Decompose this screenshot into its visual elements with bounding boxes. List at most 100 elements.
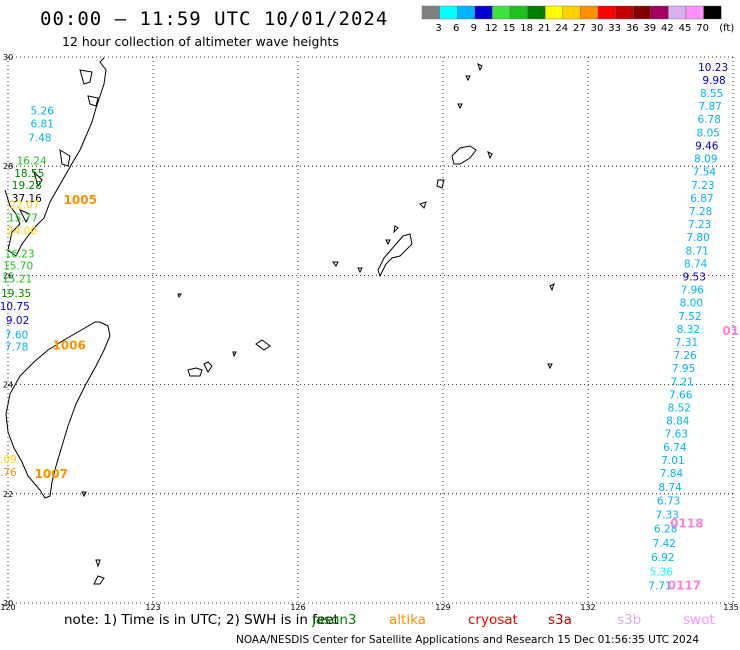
axis-tick-labels: 120 123 126 129 132 135 30 28 26 24 22 20	[0, 53, 738, 612]
color-scale-legend: 3 6 9 12 15 18 21 24 27 30 33 36 39 42 45 70 (ft)	[421, 5, 734, 34]
scale-tick-label: 18	[520, 23, 533, 34]
wave-height-value: 8.00	[680, 298, 703, 310]
wave-height-value: 6.92	[651, 552, 674, 564]
mission-label-s3b: s3b	[617, 612, 642, 628]
wave-height-value: 15.21	[2, 274, 32, 286]
scale-tick-label: 9	[471, 23, 477, 34]
page-subtitle: 12 hour collection of altimeter wave hei…	[62, 34, 339, 49]
wave-height-value: 8.74	[684, 258, 708, 270]
wave-height-value: 15.77	[8, 213, 38, 225]
scale-unit-label: (ft)	[719, 23, 734, 34]
coastlines	[4, 57, 555, 585]
longitude-tick-label: 123	[145, 603, 160, 612]
okinawa-coastline	[377, 233, 413, 278]
scale-swatch	[703, 5, 722, 20]
wave-height-value: 10.23	[698, 62, 728, 74]
scale-tick-label: 15	[503, 23, 516, 34]
wave-height-value: 19.28	[12, 180, 42, 192]
wave-height-value: 9.46	[695, 140, 719, 152]
wave-height-value: 7.96	[681, 285, 705, 297]
wave-height-value: 15.70	[3, 261, 33, 273]
scale-tick-label: 12	[485, 23, 498, 34]
mission-label-altika: altika	[389, 612, 426, 628]
scale-tick-label: 27	[573, 23, 586, 34]
wave-height-value: 24.00	[7, 226, 37, 238]
scale-tick-label: 6	[453, 23, 459, 34]
wave-height-value: 7.33	[655, 510, 678, 522]
longitude-tick-label: 135	[723, 603, 738, 612]
latitude-tick-label: 22	[3, 490, 13, 499]
wave-height-value: 9.53	[683, 271, 706, 283]
mission-label-cryosat: cryosat	[468, 612, 518, 628]
wave-height-value: 7.52	[678, 311, 701, 323]
latitude-tick-label: 28	[3, 162, 13, 171]
wave-height-value: 7.71	[648, 581, 671, 593]
wave-height-value: 7.21	[670, 376, 693, 388]
map-grid	[7, 56, 734, 604]
wave-height-value: 19.35	[1, 288, 31, 300]
longitude-tick-label: 132	[580, 603, 595, 612]
wave-height-value: 7.01	[661, 455, 684, 467]
credit-line: NOAA/NESDIS Center for Satellite Applica…	[236, 634, 700, 646]
wave-height-value: 7.23	[691, 180, 714, 192]
pass-time-label: 1005	[64, 193, 97, 207]
latitude-tick-label: 26	[3, 271, 13, 280]
taiwan-coastline	[5, 321, 111, 499]
wave-height-value: 7.84	[660, 468, 684, 480]
wave-height-value: 7.26	[673, 350, 697, 362]
wave-height-value: 7.54	[693, 167, 717, 179]
scale-tick-label: 33	[608, 23, 621, 34]
wave-height-value: 21.09	[0, 454, 17, 466]
wave-height-value: 7.66	[669, 389, 693, 401]
wave-height-value: 16.24	[17, 156, 47, 168]
scale-tick-label: 24	[555, 23, 568, 34]
pass-time-label: 1007	[35, 467, 68, 481]
wave-height-value: 5.36	[650, 566, 674, 578]
wave-height-value: 7.31	[675, 337, 698, 349]
wave-height-value: 8.74	[658, 482, 682, 494]
wave-height-value: 8.52	[668, 403, 691, 415]
wave-height-value: 7.48	[28, 132, 51, 144]
footnote: note: 1) Time is in UTC; 2) SWH is in fe…	[64, 612, 339, 628]
wave-height-value: 7.28	[689, 206, 712, 218]
wave-height-value: 8.32	[677, 324, 700, 336]
wave-height-value: 6.28	[654, 524, 677, 536]
wave-height-value: 6.81	[31, 119, 54, 131]
wave-height-value: 6.74	[663, 442, 687, 454]
pass-time-label: 1006	[52, 338, 85, 352]
wave-height-value: 7.87	[698, 101, 721, 113]
scale-tick-label: 36	[626, 23, 639, 34]
wave-height-value: 27.76	[0, 467, 17, 479]
wave-height-value: 9.98	[702, 75, 725, 87]
wave-height-value: 7.95	[672, 363, 695, 375]
page-title: 00:00 — 11:59 UTC 10/01/2024	[40, 8, 389, 30]
wave-height-value: 8.71	[685, 245, 708, 257]
wave-height-value: 18.55	[14, 168, 44, 180]
mission-label-swot: swot	[683, 612, 715, 628]
wave-height-value: 7.60	[5, 329, 28, 341]
amami-coastline	[451, 145, 493, 165]
wave-height-value: 10.75	[0, 301, 30, 313]
mission-label-s3a: s3a	[548, 612, 572, 628]
latitude-tick-label: 30	[3, 53, 13, 62]
mission-label-jason3: jason3	[312, 612, 357, 628]
longitude-tick-label: 126	[290, 603, 305, 612]
pass-time-label: 0118	[670, 516, 703, 530]
pass-time-label: 0119	[722, 324, 740, 338]
scale-tick-label: 30	[591, 23, 604, 34]
wave-height-value: 8.84	[666, 416, 690, 428]
latitude-tick-label: 20	[3, 599, 13, 608]
scale-tick-label: 39	[643, 23, 656, 34]
scale-tick-label: 70	[696, 23, 709, 34]
wave-height-value: 7.80	[686, 232, 709, 244]
wave-height-value: 7.78	[5, 341, 28, 353]
pass-time-label: 0117	[668, 579, 701, 593]
wave-height-value: 16.23	[5, 249, 35, 261]
longitude-tick-label: 120	[0, 603, 15, 612]
time-labels: 1005 1006 1007 0119 0118 0117	[35, 193, 740, 592]
wave-height-value: 9.02	[6, 315, 29, 327]
wave-height-value: 7.63	[665, 429, 688, 441]
scale-tick-label: 45	[679, 23, 692, 34]
scale-tick-label: 42	[661, 23, 674, 34]
